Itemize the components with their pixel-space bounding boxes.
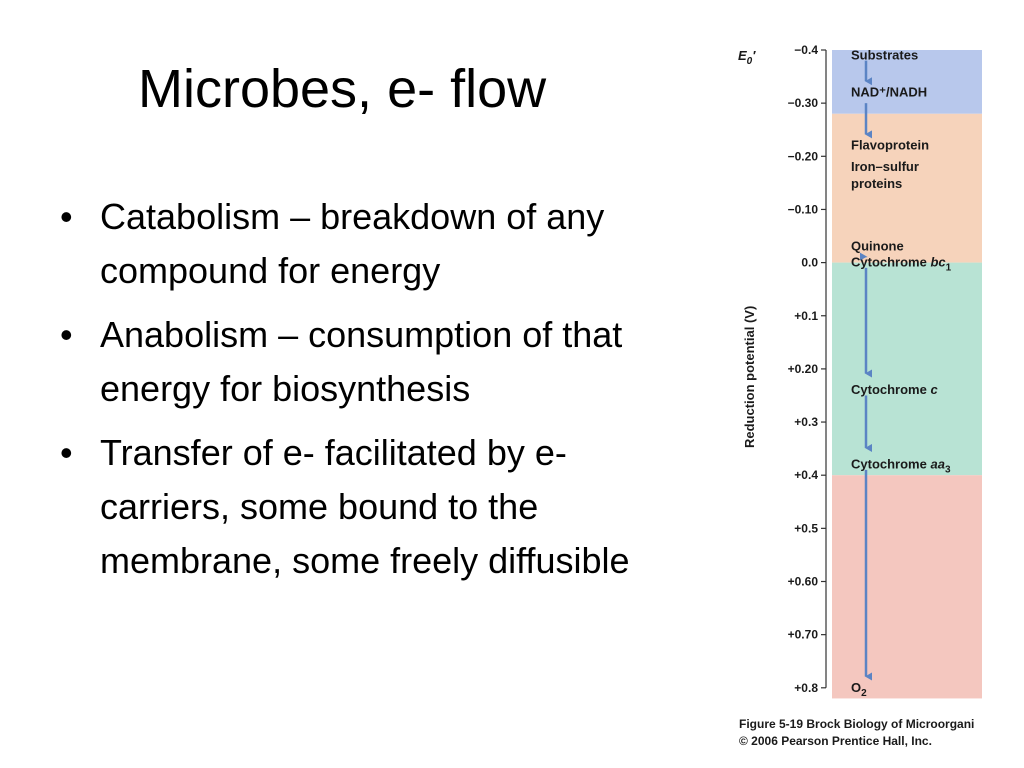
bullet-marker: •: [60, 196, 73, 237]
axis-tick-label: −0.30: [788, 96, 819, 110]
bullet-item: • Anabolism – consumption of that energy…: [58, 308, 688, 416]
axis-tick-label: +0.1: [794, 309, 818, 323]
axis-tick-label: +0.4: [794, 468, 818, 482]
electron-tower-diagram: −0.4 −0.30 −0.20 −0.10 0.0 +0.1 +0.20 +0.3 +0.4 +…: [738, 43, 982, 699]
caption-line-1: Figure 5-19 Brock Biology of Microorgani: [739, 717, 975, 731]
axis-tick-label: −0.4: [794, 43, 818, 57]
carrier-label: Cytochrome bc1: [851, 255, 952, 274]
potential-axis: −0.4 −0.30 −0.20 −0.10 0.0 +0.1 +0.20 +0.3 +0.4 +…: [788, 43, 827, 695]
axis-symbol-sub: 0: [747, 56, 753, 67]
carrier-label: Iron–sulfur: [851, 159, 919, 174]
bullet-item: • Transfer of e- facilitated by e- carri…: [58, 426, 688, 588]
axis-tick-label: +0.60: [788, 575, 819, 589]
carrier-label: Cytochrome aa3: [851, 457, 951, 476]
carrier-label: Substrates: [851, 47, 918, 62]
potential-band-3: [832, 475, 982, 699]
axis-symbol: E0′: [738, 48, 756, 67]
axis-tick-label: 0.0: [801, 256, 818, 270]
carrier-label: Flavoprotein: [851, 138, 929, 153]
slide-title: Microbes, e- flow: [138, 59, 547, 119]
carrier-labels: Substrates NAD⁺/NADH Flavoprotein Iron–sulf…: [851, 47, 952, 698]
carrier-label: O2: [851, 680, 867, 699]
axis-tick-label: +0.5: [794, 521, 818, 535]
figure-caption: Figure 5-19 Brock Biology of Microorgani…: [739, 716, 1024, 750]
bullet-list: • Catabolism – breakdown of any compound…: [58, 190, 688, 598]
axis-symbol-e: E: [738, 48, 747, 63]
caption-line-2: © 2006 Pearson Prentice Hall, Inc.: [739, 734, 932, 748]
axis-tick-label: +0.20: [788, 362, 819, 376]
bullet-text: Anabolism – consumption of that energy f…: [100, 314, 623, 409]
bullet-item: • Catabolism – breakdown of any compound…: [58, 190, 688, 298]
axis-symbol-prime: ′: [752, 48, 756, 63]
carrier-label: NAD⁺/NADH: [851, 85, 927, 100]
potential-band-1: [832, 113, 982, 263]
potential-band-0: [832, 50, 982, 114]
potential-band-2: [832, 262, 982, 476]
electron-tower-figure: −0.4 −0.30 −0.20 −0.10 0.0 +0.1 +0.20 +0.3 +0.4 +…: [730, 30, 1024, 760]
axis-tick-label: +0.3: [794, 415, 818, 429]
axis-tick-label: +0.70: [788, 628, 819, 642]
bullet-text: Transfer of e- facilitated by e- carrier…: [100, 432, 630, 581]
bullet-marker: •: [60, 432, 73, 473]
bullet-text: Catabolism – breakdown of any compound f…: [100, 196, 605, 291]
carrier-label: Cytochrome c: [851, 382, 938, 397]
axis-tick-label: −0.20: [788, 149, 819, 163]
axis-tick-label: +0.8: [794, 681, 818, 695]
potential-bands: [832, 50, 982, 699]
axis-tick-label: −0.10: [788, 202, 819, 216]
bullet-marker: •: [60, 314, 73, 355]
carrier-label: proteins: [851, 176, 902, 191]
carrier-label: Quinone: [851, 239, 904, 254]
axis-label: Reduction potential (V): [742, 306, 757, 448]
